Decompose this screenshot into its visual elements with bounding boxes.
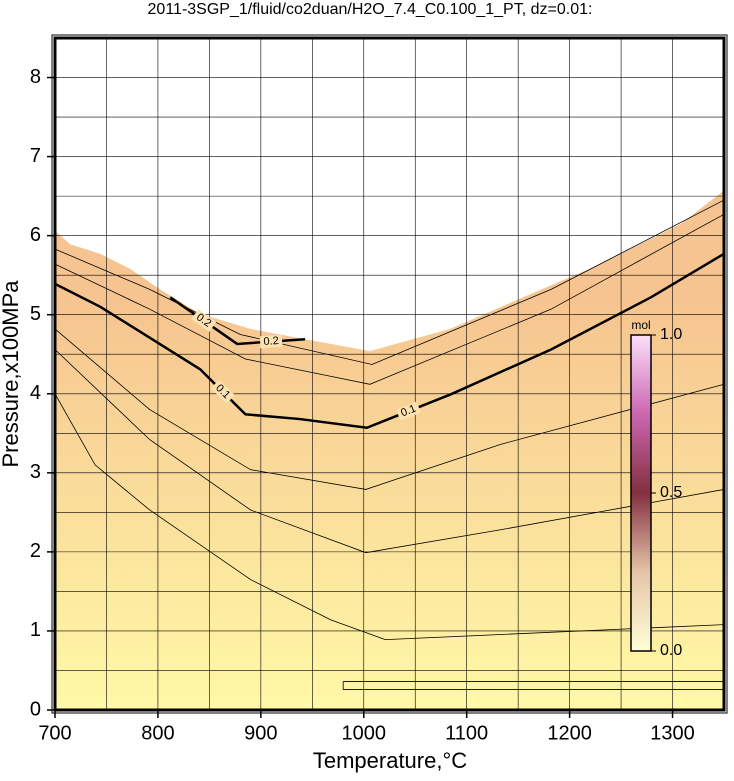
- x-tick-label: 1100: [445, 722, 488, 744]
- colorbar-label: mol: [631, 318, 650, 332]
- x-tick-label: 800: [141, 722, 174, 744]
- contour-line: [54, 199, 725, 365]
- plot-frame: [53, 36, 726, 712]
- x-tick-label: 1000: [342, 722, 387, 744]
- chart-title: 2011-3SGP_1/fluid/co2duan/H2O_7.4_C0.100…: [148, 1, 593, 18]
- y-tick-label: 8: [30, 66, 41, 88]
- y-tick-label: 7: [30, 145, 41, 167]
- filled-region: [55, 190, 724, 711]
- contour-line: [169, 296, 306, 346]
- contour-line: [54, 393, 725, 641]
- contour-line: [54, 349, 725, 554]
- colorbar-tick-label: 0.0: [660, 642, 682, 659]
- contour-label: 0.1: [399, 403, 418, 420]
- contour-line: [54, 252, 725, 430]
- colorbar-tick-label: 0.5: [660, 484, 682, 501]
- y-tick-label: 5: [30, 303, 41, 325]
- y-tick-label: 4: [30, 382, 41, 404]
- contour-line: [54, 213, 725, 385]
- y-tick-label: 1: [30, 619, 41, 641]
- y-tick-label: 3: [30, 461, 41, 483]
- contour-line: [54, 328, 725, 490]
- x-tick-label: 1200: [547, 722, 592, 744]
- colorbar: [630, 334, 652, 652]
- y-tick-label: 6: [30, 224, 41, 246]
- colorbar-tick-label: 1.0: [660, 326, 682, 343]
- y-axis-label: Pressure,x100MPa: [0, 280, 23, 468]
- contour-label: 0.2: [263, 335, 279, 348]
- x-tick-label: 1300: [650, 722, 695, 744]
- y-tick-label: 0: [30, 698, 41, 720]
- x-tick-label: 900: [244, 722, 277, 744]
- y-tick-label: 2: [30, 540, 41, 562]
- x-axis-label: Temperature,°C: [313, 748, 467, 773]
- x-tick-label: 700: [38, 722, 71, 744]
